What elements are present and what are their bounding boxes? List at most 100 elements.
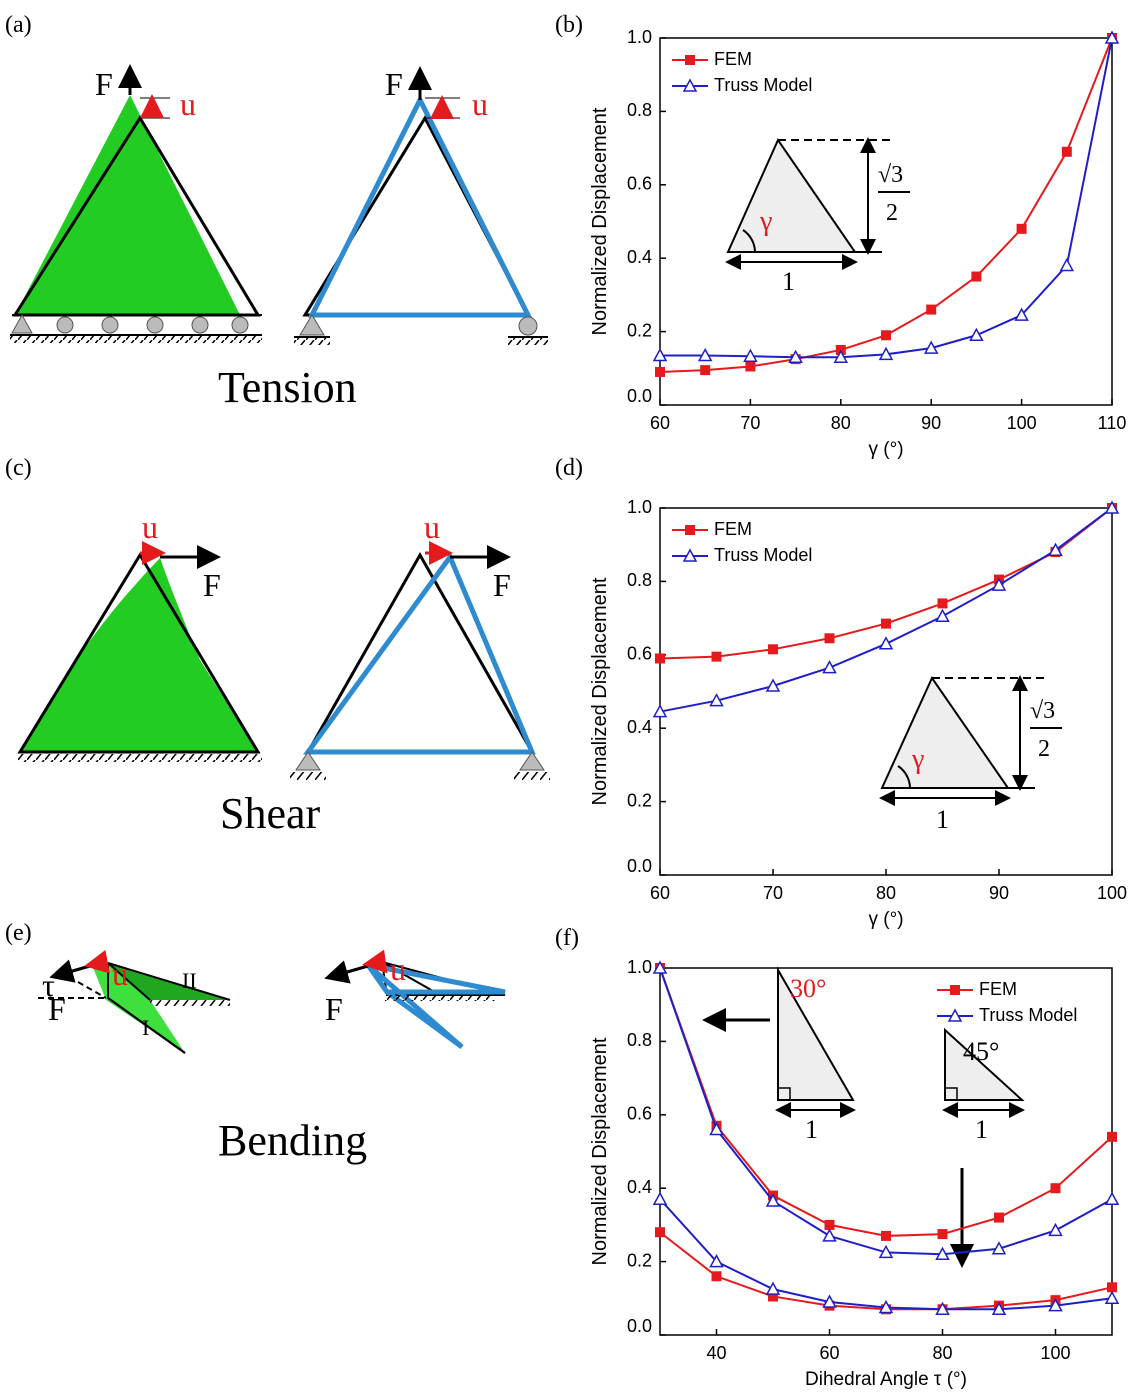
diagram-shape [508,337,548,345]
marker [824,633,835,644]
x-tick-label: 110 [1098,413,1127,433]
force-label: F [493,567,511,603]
x-axis-title: Dihedral Angle τ (°) [805,1369,967,1390]
marker [881,1230,891,1241]
plot-frame [659,37,1113,406]
panel-label: (c) [5,455,32,481]
plot-frame [659,967,1113,1336]
diagram-shape [385,995,495,1001]
diagram-shape [880,675,1010,789]
diagram-shape [101,316,119,334]
marker [788,349,803,364]
diagram-shape [17,552,261,754]
inset-label: γ [759,206,772,237]
legend-marker [947,1008,963,1022]
marker [652,347,668,362]
diagram-shape [777,966,855,1101]
angle-label: τ [42,967,55,1003]
marker [1104,30,1120,44]
y-tick-label: 0.8 [627,1030,652,1050]
inset-label: 1 [936,805,949,834]
inset-label: √3 [878,162,903,188]
inset-label: 1 [975,1115,988,1144]
diagram-shape [18,754,262,762]
marker [937,1229,948,1240]
force-label: F [95,66,113,102]
y-tick-label: 0.0 [627,386,652,406]
legend-label: FEM [714,49,752,69]
x-tick-label: 80 [831,413,851,433]
marker [652,704,668,718]
marker [994,1212,1004,1223]
inset-label: 45° [963,1037,999,1066]
diagram-shape [944,1027,1025,1101]
marker [1050,1183,1061,1194]
y-tick-label: 0.8 [627,100,652,120]
diagram-title: Shear [220,789,321,838]
y-tick-label: 0.4 [627,1177,652,1197]
marker [937,598,948,609]
diagram-shape [362,949,388,974]
y-tick-label: 0.2 [627,1250,652,1270]
marker [822,660,837,674]
legend-marker [950,985,960,995]
marker [1016,223,1027,234]
diagram-shape [307,94,533,318]
x-axis-title: γ (°) [868,909,903,930]
y-tick-label: 0.4 [627,717,652,737]
force-label: F [385,66,403,102]
marker [1104,500,1120,514]
marker [1107,1131,1117,1142]
marker [822,1294,837,1308]
marker [1048,1298,1063,1312]
marker [971,271,982,282]
diagram-shape [191,316,209,334]
diagram-title: Tension [218,363,357,412]
marker [935,608,950,623]
diagram-shape [518,316,538,336]
diagram-shape [726,137,857,253]
marker [1059,257,1075,272]
series-line [659,1231,1113,1311]
diagram-shape [11,313,33,334]
marker [878,636,894,650]
marker [881,618,891,629]
diagram-shape [945,1087,958,1100]
diagram-shape [84,949,110,974]
diagram-shape [299,314,325,336]
inset-label: 1 [805,1115,818,1144]
inset-label: 30° [790,974,826,1003]
diagram-shape [15,95,240,315]
marker [1104,1191,1120,1205]
marker [935,1246,950,1261]
shear-diagram [17,541,550,780]
y-tick-label: 0.8 [627,570,652,590]
y-axis-title: Normalized Displacement [589,107,611,335]
force-label: F [325,991,343,1027]
marker [711,651,722,662]
diagram-shape [295,751,321,771]
marker [765,1193,781,1207]
legend-label: FEM [979,979,1017,999]
marker [743,348,758,362]
face-label: II [182,968,197,993]
diagram-shape [778,1087,791,1100]
marker [709,693,724,707]
marker [935,1301,950,1316]
diagram-shape [290,772,326,780]
diagram-shape [897,765,911,789]
y-tick-label: 1.0 [627,957,652,977]
panel-label: (f) [555,925,579,951]
x-tick-label: 100 [1040,1343,1070,1363]
x-tick-label: 60 [650,413,670,433]
displacement-label: u [180,86,196,122]
diagram-shape [92,963,185,1053]
marker [655,366,665,377]
marker [1048,542,1063,556]
diagram-shape [519,751,545,771]
inset-label: 1 [782,267,795,296]
marker [765,1281,781,1295]
legend-label: Truss Model [714,75,812,95]
displacement-label: u [142,509,158,545]
diagram-shape [294,337,330,345]
